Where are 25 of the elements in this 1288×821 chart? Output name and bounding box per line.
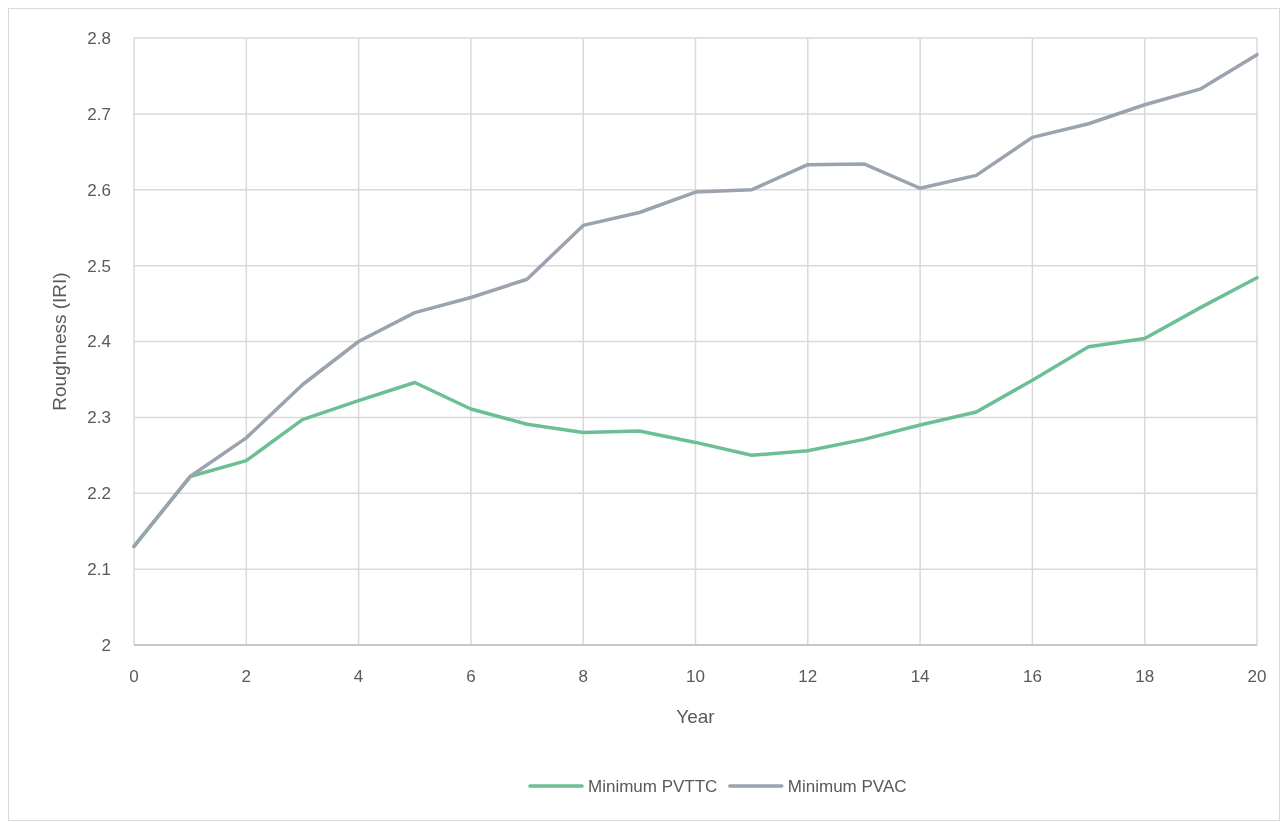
x-tick-label: 18	[1135, 667, 1155, 686]
x-tick-label: 6	[466, 667, 476, 686]
y-tick-label: 2	[101, 635, 111, 655]
x-tick-label: 10	[686, 667, 705, 686]
x-tick-label: 0	[129, 667, 139, 686]
y-tick-label: 2.7	[87, 104, 111, 124]
legend-label: Minimum PVAC	[787, 776, 907, 796]
y-tick-label: 2.6	[87, 180, 111, 200]
y-axis-title: Roughness (IRI)	[49, 272, 70, 411]
y-tick-label: 2.3	[87, 408, 111, 428]
y-tick-label: 2.5	[87, 256, 111, 276]
x-tick-label: 4	[353, 667, 364, 686]
y-tick-label: 2.2	[87, 484, 111, 504]
y-tick-label: 2.8	[87, 28, 111, 48]
y-tick-label: 2.1	[87, 560, 111, 580]
line-series	[132, 52, 1259, 549]
x-tick-label: 2	[241, 667, 252, 686]
x-tick-label: 16	[1022, 667, 1042, 686]
x-tick-label: 8	[578, 667, 588, 686]
x-tick-label: 12	[798, 667, 818, 686]
x-axis-title: Year	[676, 706, 716, 727]
x-tick-label: 14	[910, 667, 930, 686]
legend-label: Minimum PVTTC	[588, 776, 718, 796]
y-tick-label: 2.4	[87, 332, 111, 352]
x-tick-label: 20	[1247, 667, 1267, 686]
